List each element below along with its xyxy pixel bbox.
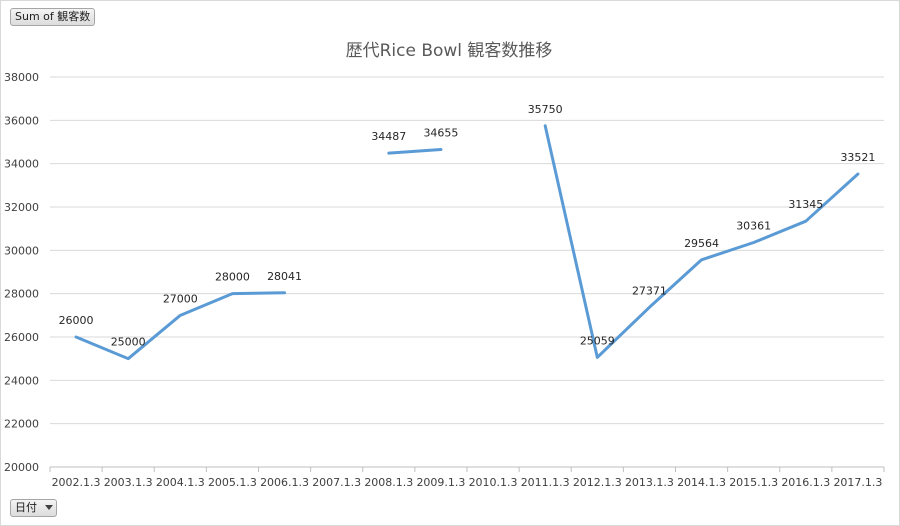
data-labels: 26000 25000 27000 28000 28041 34487 34655 35750… [59,103,876,349]
x-tick-label: 2017.1.3 [833,476,882,489]
gridlines [50,76,884,425]
values-field-button[interactable]: Sum of 観客数 [10,8,96,26]
data-label: 28041 [267,270,302,283]
x-tick-label: 2012.1.3 [573,476,622,489]
chart-title: 歴代Rice Bowl 観客数推移 [346,41,553,61]
x-axis-ticks: 2002.1.3 2003.1.3 2004.1.3 2005.1.3 2006.1.3… [49,466,885,489]
y-tick-label: 20000 [4,461,39,474]
x-tick-label: 2010.1.3 [469,476,518,489]
y-tick-label: 36000 [4,114,39,127]
y-tick-label: 34000 [4,158,39,171]
data-label: 27371 [632,284,667,297]
data-label: 34655 [423,126,458,139]
x-tick-label: 2008.1.3 [364,476,413,489]
data-label: 29564 [684,237,719,250]
axis-field-button[interactable]: 日付 [10,499,57,517]
x-tick-label: 2009.1.3 [416,476,465,489]
data-label: 28000 [215,271,250,284]
y-tick-label: 38000 [4,71,39,84]
x-tick-label: 2016.1.3 [781,476,830,489]
y-tick-label: 24000 [4,374,39,387]
x-tick-label: 2004.1.3 [156,476,205,489]
x-tick-label: 2005.1.3 [208,476,257,489]
x-tick-label: 2002.1.3 [52,476,101,489]
x-tick-label: 2015.1.3 [729,476,778,489]
axis-field-label: 日付 [15,501,37,514]
series-line [543,124,860,359]
y-tick-label: 30000 [4,244,39,257]
y-axis-ticks: 20000 22000 24000 26000 28000 30000 32000 34000… [4,71,39,474]
data-label: 25000 [111,336,146,349]
data-label: 35750 [528,103,563,116]
series-lines [74,124,860,361]
x-tick-label: 2013.1.3 [625,476,674,489]
y-tick-label: 28000 [4,288,39,301]
x-tick-label: 2007.1.3 [312,476,361,489]
series-line [387,147,443,155]
y-tick-label: 26000 [4,331,39,344]
x-tick-label: 2011.1.3 [521,476,570,489]
chevron-down-icon[interactable] [45,504,53,510]
y-tick-label: 22000 [4,418,39,431]
x-tick-label: 2006.1.3 [260,476,309,489]
series-line [74,291,287,361]
x-tick-label: 2014.1.3 [677,476,726,489]
data-label: 34487 [371,130,406,143]
data-label: 25059 [580,334,615,347]
data-label: 26000 [59,314,94,327]
x-tick-label: 2003.1.3 [104,476,153,489]
data-label: 33521 [840,151,875,164]
data-label: 27000 [163,292,198,305]
data-label: 31345 [788,198,823,211]
data-label: 30361 [736,220,771,233]
y-tick-label: 32000 [4,201,39,214]
